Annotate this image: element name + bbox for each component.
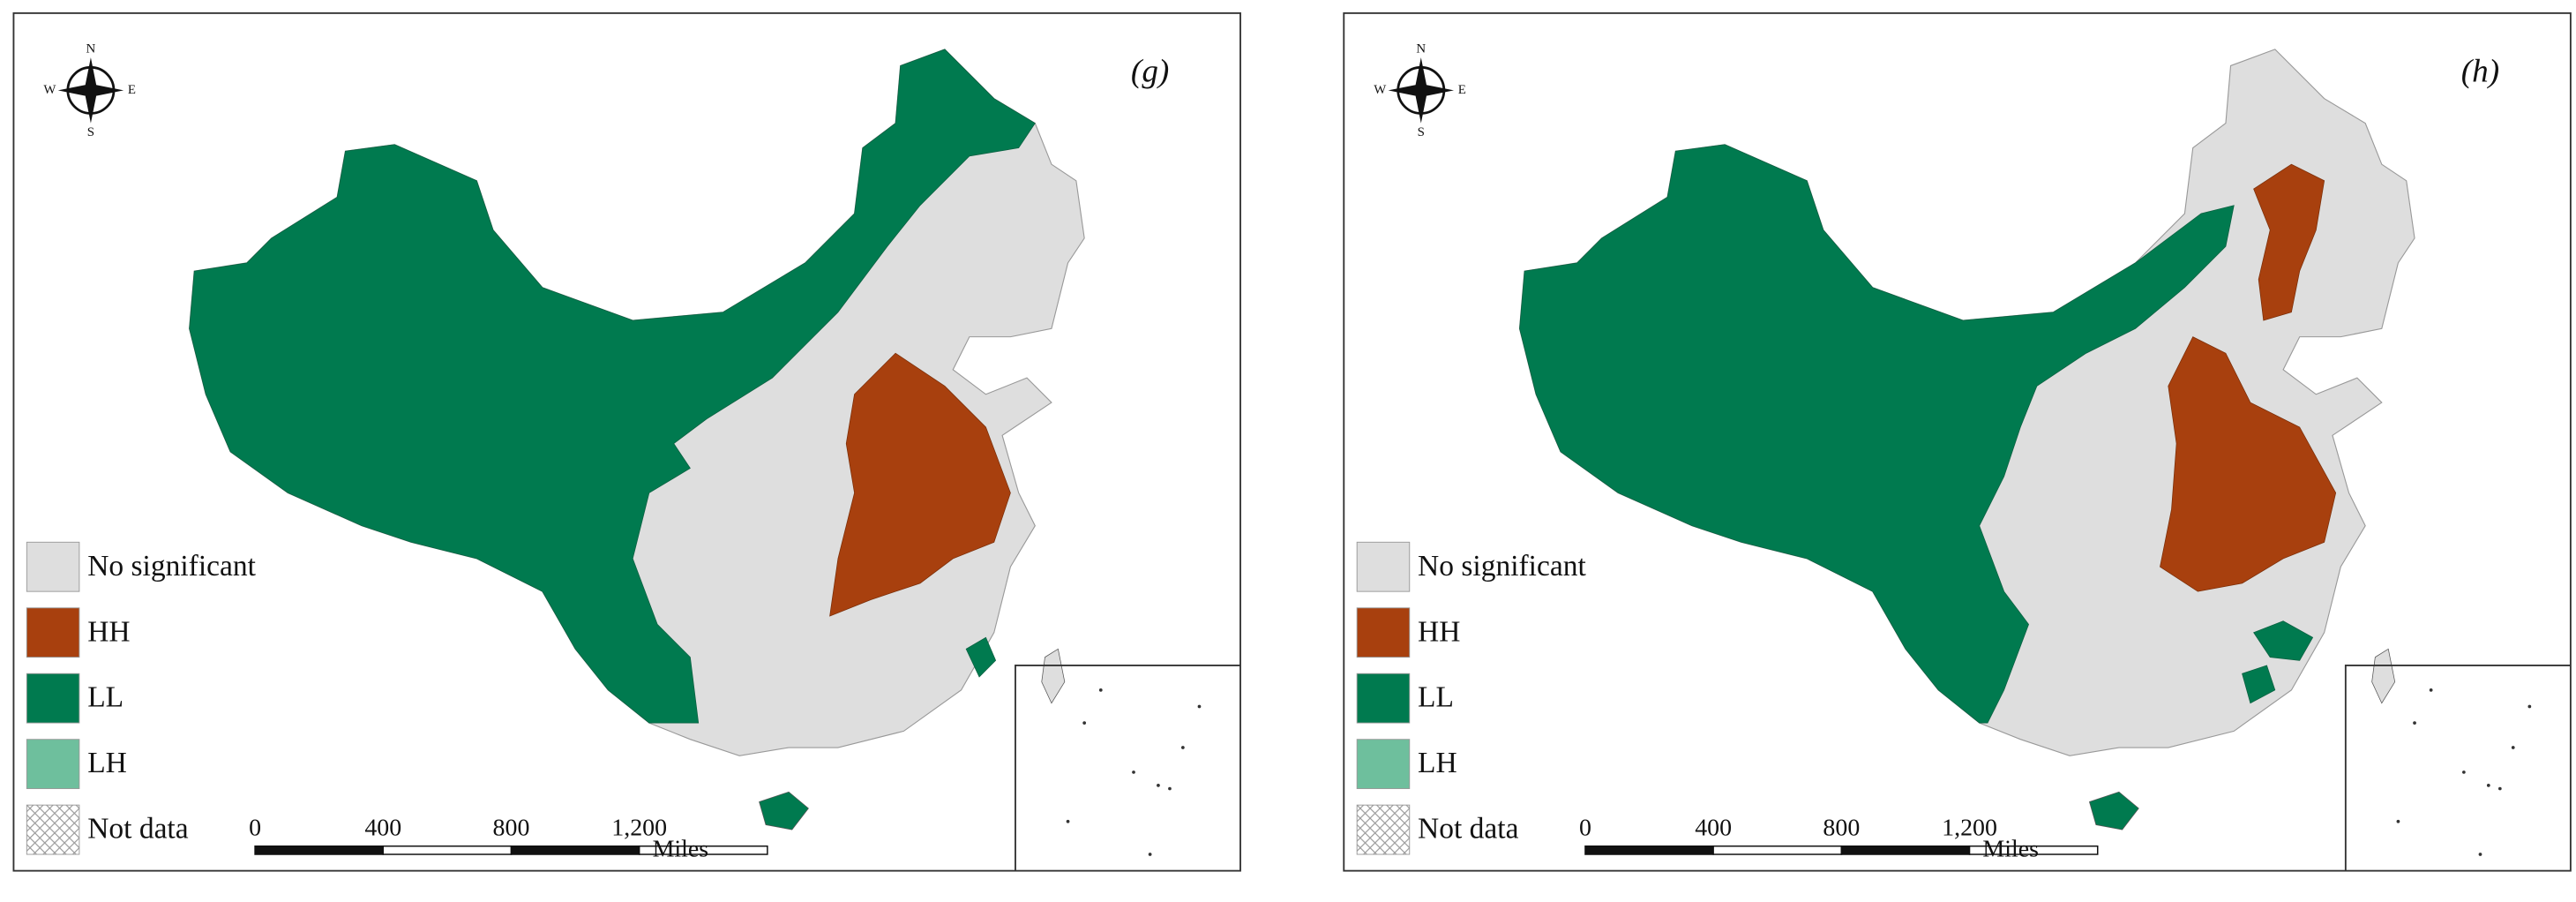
island-dot (1066, 819, 1070, 823)
scale-tick-label: 0 (1579, 814, 1591, 841)
legend-swatch (1356, 541, 1411, 592)
island-dot (1157, 783, 1160, 787)
ll-region (1519, 144, 2235, 724)
legend-swatch (1356, 804, 1411, 855)
island-dot (1098, 688, 1103, 692)
legend-label: No significant (87, 550, 256, 583)
hh-region (829, 352, 1011, 617)
compass-s: S (87, 125, 94, 139)
legend-swatch (26, 804, 80, 855)
hh-region (2160, 336, 2337, 592)
compass-e: E (128, 83, 136, 97)
scale-segment (1968, 845, 2099, 855)
scale-unit: Miles (653, 836, 709, 863)
scale-unit: Miles (1982, 836, 2039, 863)
compass-n: N (1416, 41, 1426, 56)
scale-segment (638, 845, 768, 855)
ll-region (965, 636, 997, 678)
ll-region (189, 49, 1036, 724)
legend-swatch (1356, 739, 1411, 790)
inset-frame (1015, 665, 1241, 871)
legend-label: LL (1418, 681, 1454, 714)
scale-segment (1712, 845, 1843, 855)
taiwan (1041, 648, 1066, 704)
island-dot (2462, 770, 2466, 774)
scale-tick-label: 0 (249, 814, 261, 841)
compass-star (57, 57, 124, 124)
ll-region (2253, 620, 2314, 661)
hainan (2088, 791, 2139, 831)
legend-swatch (26, 739, 80, 790)
legend-label: LH (87, 747, 127, 779)
ll-region (2242, 665, 2276, 704)
legend-swatch (26, 607, 80, 658)
map-panel: N S E W (g) No significant HH LL LH Not data 0 400 8… (12, 11, 1241, 872)
legend-label: No significant (1418, 550, 1586, 583)
scale-tick-label: 1,200 (611, 814, 667, 841)
scale-tick-label: 400 (364, 814, 401, 841)
compass-e: E (1458, 83, 1466, 97)
scale-segment (1584, 845, 1714, 855)
scale-segment (254, 845, 385, 855)
map-panel: N S E W (h) No significant HH LL LH Not data 0 400 8… (1343, 11, 2572, 872)
island-dot (2497, 786, 2502, 791)
panel-label: (g) (1131, 53, 1169, 89)
scale-tick-label: 1,200 (1942, 814, 1997, 841)
island-dot (1180, 746, 1185, 749)
legend-label: LH (1418, 747, 1457, 779)
island-dot (2527, 704, 2532, 709)
inset-frame (2344, 665, 2571, 871)
island-dot (2413, 721, 2416, 725)
island-dot (2478, 853, 2482, 856)
compass-star (1388, 57, 1455, 124)
scale-tick-label: 800 (1823, 814, 1860, 841)
legend-swatch (1356, 607, 1411, 658)
scale-segment (382, 845, 513, 855)
compass-w: W (43, 83, 56, 97)
taiwan (2371, 648, 2396, 704)
legend-label: HH (87, 615, 130, 648)
island-dot (2511, 746, 2515, 749)
legend-swatch (26, 673, 80, 724)
island-dot (1132, 770, 1135, 774)
hainan (759, 791, 809, 831)
compass-n: N (86, 41, 96, 56)
legend-swatch (1356, 673, 1411, 724)
island-dot (2486, 783, 2490, 787)
island-dot (2396, 819, 2400, 823)
scale-tick-label: 400 (1695, 814, 1732, 841)
compass-s: S (1418, 125, 1425, 139)
hh-region (2253, 163, 2325, 321)
scale-segment (510, 845, 640, 855)
compass-w: W (1374, 83, 1387, 97)
scale-segment (1840, 845, 1971, 855)
legend-label: Not data (87, 813, 189, 846)
island-dot (2429, 688, 2433, 692)
island-dot (1197, 704, 1202, 709)
panel-label: (h) (2461, 53, 2499, 89)
island-dot (1148, 853, 1152, 856)
island-dot (1168, 786, 1172, 791)
legend-label: HH (1418, 615, 1460, 648)
island-dot (1082, 721, 1087, 725)
scale-tick-label: 800 (493, 814, 530, 841)
legend-label: Not data (1418, 813, 1519, 846)
legend-swatch (26, 541, 80, 592)
legend-label: LL (87, 681, 124, 714)
